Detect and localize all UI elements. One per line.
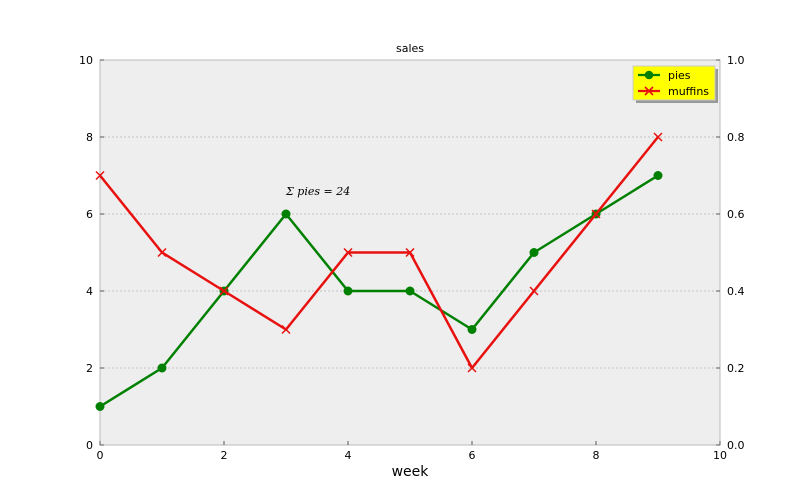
series-muffins (95, 132, 663, 373)
y2-tick-label: 0.4 (727, 285, 745, 298)
data-point-muffins (529, 286, 539, 296)
legend: pies muffins (632, 65, 718, 103)
x-tick-label: 2 (221, 449, 228, 462)
legend-pies-marker (644, 70, 654, 80)
x-axis-label: week (392, 464, 430, 480)
data-point-muffins (281, 324, 291, 335)
y-tick-label: 8 (86, 131, 93, 144)
x-tick-label: 0 (97, 449, 104, 462)
data-point-muffins (343, 247, 353, 258)
chart-title: sales (396, 42, 424, 55)
data-point-pies (281, 209, 291, 219)
y2-tick-label: 1.0 (727, 54, 745, 67)
series-layer (95, 132, 663, 411)
data-point-pies (95, 402, 105, 411)
data-point-muffins (219, 286, 229, 296)
series-line-pies (99, 174, 659, 408)
data-point-muffins (95, 170, 105, 181)
y-tick-label: 4 (86, 285, 93, 298)
y-tick-label: 6 (86, 208, 93, 221)
data-point-muffins (591, 209, 601, 219)
y2-tick-label: 0.2 (727, 362, 745, 375)
data-point-pies (467, 325, 477, 334)
y2-tick-label: 0.0 (727, 439, 745, 452)
series-line-muffins (99, 136, 659, 370)
y-tick-label: 10 (79, 54, 93, 67)
data-point-pies (405, 286, 415, 296)
legend-muffins-label: muffins (668, 85, 709, 98)
y-tick-label: 2 (86, 362, 93, 375)
legend-muffins-marker (644, 86, 654, 96)
y2-tick-label: 0.6 (727, 208, 745, 221)
data-point-muffins (467, 363, 477, 373)
legend-pies-label: pies (668, 69, 691, 82)
data-point-muffins (405, 247, 415, 258)
annotation-sum-pies: Σ pies = 24 (285, 185, 350, 198)
data-point-pies (343, 286, 353, 296)
data-point-pies (653, 171, 663, 180)
data-point-muffins (653, 132, 663, 142)
data-point-muffins (157, 247, 167, 258)
x-tick-label: 6 (469, 449, 476, 462)
x-tick-label: 10 (713, 449, 727, 462)
y2-tick-label: 0.8 (727, 131, 745, 144)
data-point-pies (157, 363, 167, 373)
data-point-pies (529, 248, 539, 257)
x-tick-label: 8 (593, 449, 600, 462)
y-tick-label: 0 (86, 439, 93, 452)
x-tick-label: 4 (345, 449, 352, 462)
